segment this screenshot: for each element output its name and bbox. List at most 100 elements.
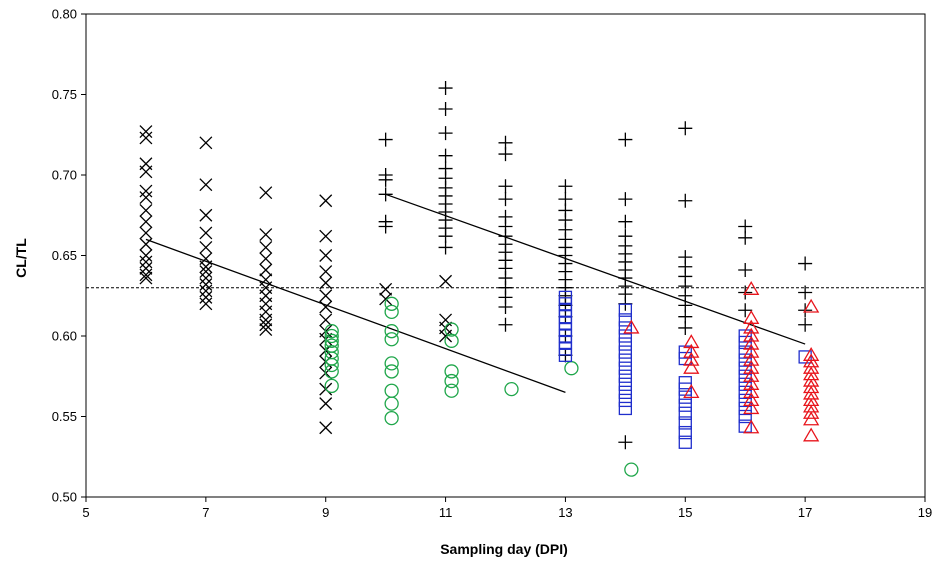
point-plus-marker	[438, 126, 453, 141]
point-x-marker	[319, 300, 333, 314]
point-triangle-marker	[683, 384, 700, 398]
point-triangle-marker	[683, 334, 700, 349]
point-triangle-marker	[683, 343, 700, 358]
point-circle-marker	[324, 324, 339, 339]
point-plus-marker	[738, 230, 753, 245]
point-x-marker	[139, 271, 153, 285]
point-plus-marker	[738, 303, 753, 318]
point-circle-marker	[504, 381, 519, 397]
point-x-marker	[259, 313, 273, 327]
data-points	[139, 81, 820, 477]
point-circle-marker	[384, 356, 399, 371]
point-triangle-marker	[623, 319, 640, 334]
point-plus-marker	[618, 214, 633, 229]
point-x-marker	[319, 421, 333, 435]
point-plus-marker	[798, 317, 813, 332]
point-triangle-marker	[743, 359, 760, 374]
point-x-marker	[199, 297, 213, 311]
point-x-marker	[259, 318, 273, 332]
point-x-marker	[139, 165, 153, 179]
point-x-marker	[139, 203, 153, 217]
point-x-marker	[139, 125, 153, 138]
point-triangle-marker	[743, 335, 760, 350]
point-plus-marker	[378, 187, 393, 202]
point-plus-marker	[378, 219, 393, 234]
point-plus-marker	[798, 256, 813, 271]
point-square-marker	[678, 425, 692, 440]
trend-lines	[145, 193, 806, 393]
point-x-marker	[379, 292, 393, 306]
point-circle-marker	[384, 324, 399, 339]
point-plus-marker	[438, 240, 453, 255]
point-plus-marker	[738, 262, 753, 277]
point-x-marker	[139, 255, 153, 269]
point-triangle-marker	[803, 298, 820, 313]
point-x-marker	[199, 278, 213, 291]
point-plus-marker	[378, 172, 393, 187]
point-plus-marker	[498, 192, 513, 207]
point-x-marker	[319, 194, 333, 208]
x-tick-label: 17	[798, 505, 812, 520]
point-circle-marker	[324, 364, 339, 379]
point-triangle-marker	[743, 351, 760, 366]
y-tick-label: 0.65	[52, 248, 77, 263]
point-x-marker	[139, 226, 153, 240]
point-x-marker	[139, 237, 153, 251]
point-square-marker	[618, 353, 633, 367]
point-circle-marker	[444, 364, 459, 379]
trend-line	[145, 238, 566, 393]
point-x-marker	[439, 329, 453, 343]
point-x-marker	[259, 240, 273, 254]
point-plus-marker	[498, 317, 513, 332]
point-x-marker	[199, 290, 213, 304]
point-triangle-marker	[803, 411, 820, 426]
point-plus-marker	[378, 132, 393, 147]
point-circle-marker	[324, 333, 339, 348]
x-tick-label: 19	[918, 505, 932, 520]
point-circle-marker	[384, 332, 399, 347]
point-x-marker	[199, 271, 213, 285]
point-circle-marker	[444, 333, 459, 348]
point-plus-marker	[498, 179, 513, 194]
y-tick-label: 0.55	[52, 409, 77, 424]
y-tick-label: 0.50	[52, 490, 77, 505]
point-circle-marker	[324, 328, 339, 344]
point-square-marker	[678, 398, 692, 412]
point-square-marker	[618, 393, 633, 408]
point-x-marker	[259, 228, 273, 242]
point-square-marker	[558, 348, 573, 362]
point-triangle-marker	[743, 419, 760, 434]
point-x-marker	[139, 184, 153, 198]
point-x-marker	[259, 186, 273, 200]
y-tick-label: 0.60	[52, 329, 77, 344]
point-triangle-marker	[743, 309, 760, 324]
axes: 5 7 9 11 13 15 17 19 0.50 0.55 0.60 0.65 0.70 0.75 0.8…	[52, 7, 933, 521]
point-x-marker	[139, 215, 153, 229]
point-x-marker	[259, 252, 273, 266]
trend-line	[385, 193, 806, 345]
y-tick-label: 0.75	[52, 87, 77, 102]
x-tick-label: 15	[678, 505, 692, 520]
point-circle-marker	[384, 396, 399, 411]
point-square-marker	[618, 303, 633, 317]
point-square-marker	[678, 406, 692, 420]
point-x-marker	[199, 240, 213, 254]
point-x-marker	[139, 191, 153, 204]
point-plus-marker	[438, 101, 453, 116]
point-circle-marker	[444, 322, 459, 337]
point-triangle-marker	[743, 281, 760, 295]
point-plus-marker	[618, 132, 633, 147]
point-square-marker	[798, 350, 812, 364]
point-triangle-marker	[743, 327, 760, 342]
point-square-marker	[618, 345, 633, 359]
x-tick-label: 13	[558, 505, 572, 520]
point-square-marker	[618, 321, 633, 335]
point-x-marker	[319, 289, 333, 303]
point-triangle-marker	[743, 400, 760, 415]
point-x-marker	[259, 263, 273, 277]
x-tick-label: 9	[322, 505, 329, 520]
x-tick-label: 5	[82, 505, 89, 520]
point-triangle-marker	[743, 319, 760, 334]
point-plus-marker	[498, 300, 513, 315]
point-plus-marker	[438, 81, 453, 96]
